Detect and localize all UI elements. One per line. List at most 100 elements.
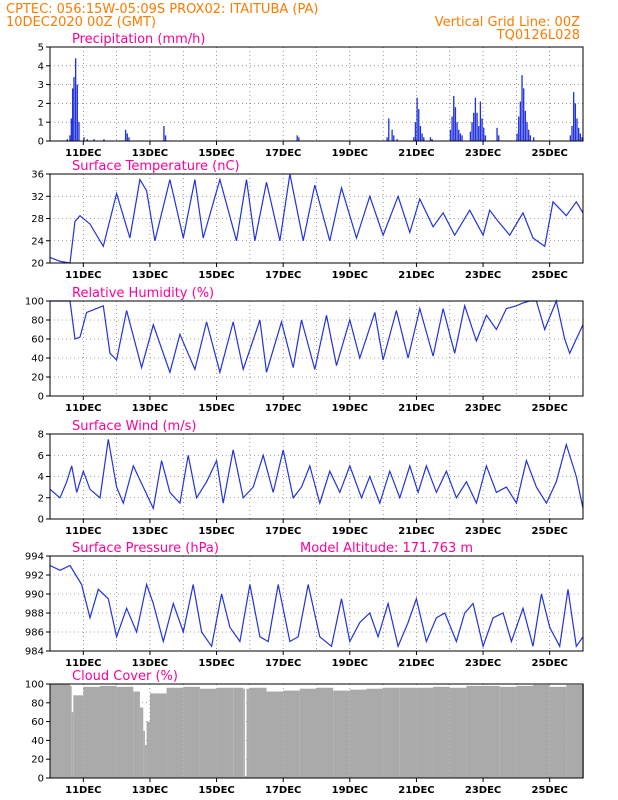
temperature-line <box>49 173 584 264</box>
humidity-title: Relative Humidity (%) <box>72 286 214 301</box>
precipitation-bar <box>298 137 300 141</box>
precipitation-bar <box>459 133 462 141</box>
humidity-line <box>50 298 584 375</box>
precipitation-bar <box>453 95 455 141</box>
humidity-xtick-label: 21DEC <box>398 403 434 414</box>
precipitation-bar <box>451 116 453 141</box>
precipitation-bar <box>414 122 417 141</box>
temperature-xtick-label: 13DEC <box>132 270 168 281</box>
wind-ytick-label: 4 <box>38 472 44 483</box>
temperature-frame <box>49 173 584 264</box>
precipitation-bar <box>418 109 420 141</box>
cloud-cover-xtick-label: 25DEC <box>531 785 567 796</box>
wind-xtick-label: 19DEC <box>332 526 368 537</box>
wind-ytick-label: 8 <box>38 430 44 441</box>
precipitation-bar <box>581 137 583 141</box>
precipitation-bar <box>573 92 575 141</box>
wind-xtick-label: 11DEC <box>65 526 101 537</box>
precipitation-xtick-label: 13DEC <box>132 148 168 159</box>
precipitation-bar <box>393 135 395 141</box>
humidity-ytick-label: 100 <box>25 297 44 308</box>
precipitation-bar <box>388 118 390 141</box>
cloud-cover-bar <box>233 687 244 778</box>
humidity-xtick-label: 11DEC <box>65 403 101 414</box>
precipitation-bar <box>396 139 398 141</box>
precipitation-bar <box>66 139 68 141</box>
precipitation-bar <box>478 125 480 141</box>
precipitation-bar <box>483 127 485 141</box>
cloud-cover-bar <box>144 745 147 778</box>
cloud-cover-bar <box>166 687 184 778</box>
temperature-title: Surface Temperature (nC) <box>72 159 240 174</box>
precipitation-bar <box>423 137 425 141</box>
cloud-cover-bar <box>71 712 74 778</box>
precipitation-bar <box>458 129 460 141</box>
cloud-cover-bar <box>299 688 317 778</box>
precipitation-bar <box>296 135 298 141</box>
wind-xtick-label: 13DEC <box>132 526 168 537</box>
wind-xtick-label: 25DEC <box>531 526 567 537</box>
wind-title: Surface Wind (m/s) <box>72 419 196 434</box>
header-grid-note: Vertical Grid Line: 00Z <box>435 15 580 30</box>
humidity-ytick-label: 80 <box>31 316 44 327</box>
precipitation-bar <box>578 127 580 141</box>
pressure-ytick-label: 994 <box>25 552 44 563</box>
cloud-cover-xtick-label: 13DEC <box>132 785 168 796</box>
precipitation-bar <box>128 137 130 141</box>
precipitation-bar <box>93 139 95 141</box>
pressure-xtick-label: 23DEC <box>465 658 501 669</box>
humidity-ytick-label: 20 <box>31 373 44 384</box>
precipitation-bar <box>516 133 518 141</box>
pressure-xtick-label: 11DEC <box>65 658 101 669</box>
cloud-cover-bar <box>216 687 234 778</box>
precipitation-bar <box>571 125 573 141</box>
precipitation-ytick-label: 4 <box>38 61 44 72</box>
precipitation-xtick-label: 19DEC <box>332 148 368 159</box>
cloud-cover-xtick-label: 21DEC <box>398 785 434 796</box>
cloud-cover-ytick-label: 100 <box>25 680 44 691</box>
precipitation-bar <box>421 133 423 141</box>
precipitation-bar <box>469 131 472 141</box>
cloud-cover-bar <box>99 685 117 778</box>
pressure-xtick-label: 25DEC <box>531 658 567 669</box>
temperature-xtick-label: 19DEC <box>332 270 368 281</box>
cloud-cover-bar <box>383 687 400 778</box>
cloud-cover-bar <box>466 685 484 778</box>
cloud-cover-bar <box>533 684 550 778</box>
cloud-cover-bar <box>316 687 334 778</box>
cloud-cover-bar <box>433 686 450 778</box>
temperature-ytick-label: 20 <box>31 259 44 270</box>
pressure-ytick-label: 988 <box>25 609 44 620</box>
precipitation-bar <box>86 139 88 141</box>
temperature-ytick-label: 36 <box>31 170 44 181</box>
precipitation-bar <box>496 127 498 141</box>
precipitation-bar <box>413 137 415 141</box>
cloud-cover-bar <box>416 687 434 778</box>
cloud-cover-ytick-label: 0 <box>38 774 44 785</box>
temperature-xtick-label: 25DEC <box>531 270 567 281</box>
precipitation-bar <box>474 97 477 141</box>
humidity-xtick-label: 25DEC <box>531 403 567 414</box>
wind-line <box>49 439 584 511</box>
cloud-cover-xtick-label: 19DEC <box>332 785 368 796</box>
cloud-cover-bar <box>143 731 145 778</box>
precipitation-bar <box>76 84 78 141</box>
precipitation-bar <box>519 101 522 141</box>
header-run-time: 10DEC2020 00Z (GMT) <box>6 15 156 30</box>
precipitation-bar <box>83 137 85 141</box>
precipitation-bar <box>461 135 463 141</box>
cloud-cover-bar <box>50 684 70 778</box>
cloud-cover-bar <box>244 776 247 778</box>
precipitation-bar <box>391 129 393 141</box>
precipitation-bar <box>524 110 527 141</box>
pressure-ytick-label: 990 <box>25 590 44 601</box>
pressure-xtick-label: 17DEC <box>265 658 301 669</box>
cloud-cover-bar <box>246 688 250 778</box>
precipitation-ytick-label: 3 <box>38 80 44 91</box>
header-station-line: CPTEC: 056:15W-05:09S PROX02: ITAITUBA (… <box>6 2 318 17</box>
wind-xtick-label: 23DEC <box>465 526 501 537</box>
wind-xtick-label: 15DEC <box>198 526 234 537</box>
precipitation-bar <box>126 133 128 141</box>
precipitation-xtick-label: 25DEC <box>531 148 567 159</box>
cloud-cover-ytick-label: 80 <box>31 698 44 709</box>
